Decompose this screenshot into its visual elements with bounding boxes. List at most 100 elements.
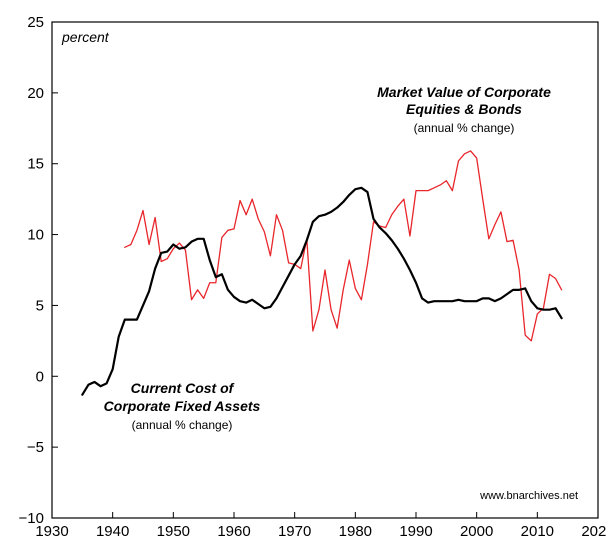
fixed-assets-point bbox=[494, 301, 495, 302]
fixed-assets-point bbox=[234, 297, 235, 298]
fixed-assets-sublabel: (annual % change) bbox=[132, 418, 233, 432]
y-tick-label: −5 bbox=[27, 439, 44, 456]
fixed-assets-point bbox=[537, 308, 538, 309]
x-tick-label: 2000 bbox=[460, 523, 493, 540]
market-value-point bbox=[525, 335, 526, 336]
fixed-assets-point bbox=[361, 187, 362, 188]
fixed-assets-point bbox=[549, 309, 550, 310]
y-axis-label: percent bbox=[61, 29, 110, 45]
market-value-point bbox=[173, 248, 174, 249]
market-value-point bbox=[561, 289, 562, 290]
market-value-point bbox=[155, 217, 156, 218]
x-tick-label: 1990 bbox=[399, 523, 432, 540]
market-value-point bbox=[270, 255, 271, 256]
fixed-assets-point bbox=[306, 240, 307, 241]
fixed-assets-point bbox=[519, 289, 520, 290]
market-value-point bbox=[416, 190, 417, 191]
fixed-assets-point bbox=[270, 306, 271, 307]
market-value-point bbox=[234, 229, 235, 230]
market-value-point bbox=[537, 314, 538, 315]
fixed-assets-point bbox=[343, 202, 344, 203]
fixed-assets-point bbox=[112, 369, 113, 370]
fixed-assets-point bbox=[391, 240, 392, 241]
market-value-label-line2: Equities & Bonds bbox=[406, 101, 522, 117]
market-value-point bbox=[221, 237, 222, 238]
market-value-point bbox=[458, 160, 459, 161]
fixed-assets-point bbox=[282, 287, 283, 288]
fixed-assets-point bbox=[155, 268, 156, 269]
fixed-assets-point bbox=[446, 301, 447, 302]
fixed-assets-point bbox=[276, 298, 277, 299]
market-value-point bbox=[446, 180, 447, 181]
x-tick-label: 1960 bbox=[217, 523, 250, 540]
market-value-point bbox=[246, 214, 247, 215]
market-value-point bbox=[282, 230, 283, 231]
market-value-point bbox=[300, 268, 301, 269]
market-value-point bbox=[513, 240, 514, 241]
market-value-point bbox=[476, 158, 477, 159]
x-tick-label: 1930 bbox=[35, 523, 68, 540]
market-value-point bbox=[228, 230, 229, 231]
fixed-assets-point bbox=[100, 386, 101, 387]
fixed-assets-point bbox=[94, 382, 95, 383]
fixed-assets-point bbox=[416, 282, 417, 283]
fixed-assets-point bbox=[143, 305, 144, 306]
market-value-point bbox=[470, 151, 471, 152]
market-value-point bbox=[124, 247, 125, 248]
market-value-point bbox=[331, 309, 332, 310]
market-value-point bbox=[252, 199, 253, 200]
market-value-point bbox=[143, 210, 144, 211]
market-value-point bbox=[179, 243, 180, 244]
fixed-assets-point bbox=[300, 255, 301, 256]
fixed-assets-point bbox=[428, 302, 429, 303]
market-value-point bbox=[397, 206, 398, 207]
market-value-point bbox=[501, 212, 502, 213]
y-tick-label: 5 bbox=[36, 297, 44, 314]
fixed-assets-point bbox=[458, 299, 459, 300]
fixed-assets-point bbox=[525, 288, 526, 289]
market-value-point bbox=[355, 288, 356, 289]
fixed-assets-point bbox=[331, 212, 332, 213]
fixed-assets-point bbox=[464, 301, 465, 302]
market-value-point bbox=[203, 298, 204, 299]
fixed-assets-point bbox=[179, 248, 180, 249]
market-value-point bbox=[325, 270, 326, 271]
source-url: www.bnarchives.net bbox=[479, 490, 578, 502]
y-tick-label: 20 bbox=[27, 85, 44, 102]
market-value-point bbox=[555, 278, 556, 279]
plot-frame bbox=[51, 21, 599, 519]
fixed-assets-point bbox=[106, 383, 107, 384]
y-tick-label: 0 bbox=[36, 368, 44, 385]
y-tick-label: 25 bbox=[27, 14, 44, 31]
fixed-assets-point bbox=[531, 301, 532, 302]
y-tick-label: 15 bbox=[27, 156, 44, 173]
fixed-assets-point bbox=[367, 192, 368, 193]
x-tick-label: 1980 bbox=[339, 523, 372, 540]
fixed-assets-point bbox=[561, 318, 562, 319]
market-value-point bbox=[507, 241, 508, 242]
y-tick-label: 10 bbox=[27, 227, 44, 244]
fixed-assets-point bbox=[185, 247, 186, 248]
market-value-point bbox=[276, 214, 277, 215]
market-value-point bbox=[440, 185, 441, 186]
market-value-point bbox=[349, 260, 350, 261]
fixed-assets-point bbox=[355, 189, 356, 190]
x-axis: 1930 1940 1950 1960 1970 1980 1990 2000 2010 2020 bbox=[35, 512, 606, 540]
fixed-assets-point bbox=[161, 253, 162, 254]
fixed-assets-line bbox=[81, 186, 563, 396]
fixed-assets-point bbox=[167, 251, 168, 252]
market-value-point bbox=[519, 270, 520, 271]
fixed-assets-point bbox=[434, 301, 435, 302]
fixed-assets-point bbox=[513, 289, 514, 290]
market-value-point bbox=[391, 214, 392, 215]
market-value-point bbox=[319, 309, 320, 310]
market-value-point bbox=[264, 231, 265, 232]
y-tick-label: −10 bbox=[19, 510, 44, 527]
market-value-point bbox=[209, 282, 210, 283]
market-value-point bbox=[312, 331, 313, 332]
fixed-assets-point bbox=[325, 214, 326, 215]
market-value-point bbox=[258, 219, 259, 220]
fixed-assets-point bbox=[203, 238, 204, 239]
fixed-assets-point bbox=[118, 336, 119, 337]
